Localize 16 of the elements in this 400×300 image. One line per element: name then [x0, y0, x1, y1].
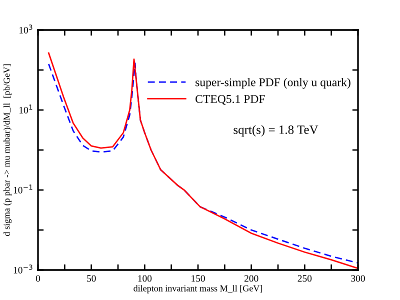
y-axis-title: d sigma (p pbar -> mu mubar)/dM_ll [pb/GeV]	[3, 64, 12, 236]
x-tick-label: 150	[192, 275, 205, 282]
y-tick-label: 10$^{−3}$	[14, 264, 32, 274]
legend-label: super-simple PDF (only u quark)	[196, 78, 350, 89]
x-axis-title: dilepton invariant mass M_ll [GeV]	[134, 285, 262, 294]
x-tick-label: 200	[244, 275, 258, 282]
x-tick-label: 300	[351, 275, 365, 282]
legend-label: CTEQ5.1 PDF	[196, 95, 265, 105]
y-tick-label: 10$^{−1}$	[14, 184, 32, 194]
x-tick-label: 0	[36, 275, 40, 282]
x-tick-label: 50	[87, 275, 96, 282]
y-tick-label: 10$^{3}$	[20, 24, 32, 34]
annotation: sqrt(s) = 1.8 TeV	[234, 125, 318, 136]
x-tick-label: 100	[138, 275, 152, 282]
x-tick-label: 250	[298, 275, 312, 282]
y-tick-label: 10$^{1}$	[20, 104, 32, 114]
